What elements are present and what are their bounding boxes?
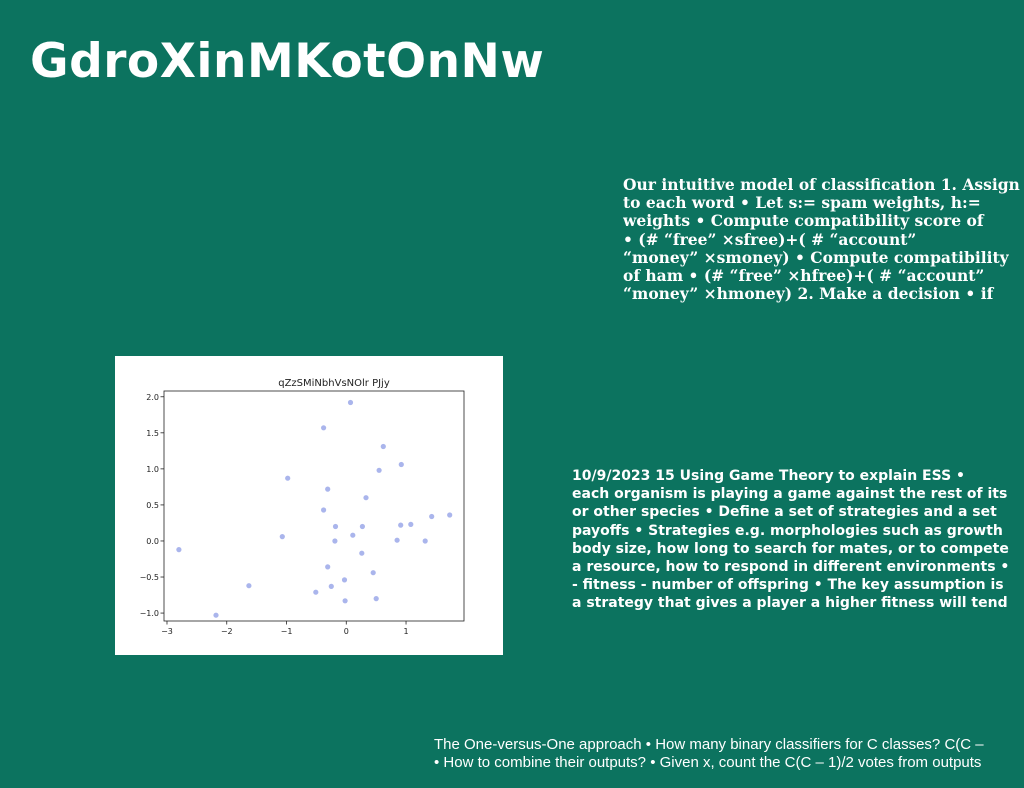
page-title: GdroXinMKotOnNw [30, 34, 545, 89]
text-line: or other species • Define a set of strat… [572, 504, 997, 521]
scatter-point [394, 537, 400, 543]
scatter-chart: qZzSMiNbhVsNOlr PJjy −3 −2 −1 0 1 −1.0 −0.5 0.… [115, 356, 503, 655]
scatter-point [363, 495, 369, 501]
text-line: - fitness - number of offspring • The ke… [572, 577, 1004, 594]
scatter-point [370, 570, 376, 576]
scatter-point [332, 523, 339, 530]
y-tick-label: 2.0 [146, 393, 159, 402]
scatter-point [408, 521, 414, 527]
scatter-chart-svg: qZzSMiNbhVsNOlr PJjy −3 −2 −1 0 1 −1.0 −0.5 0.… [140, 378, 465, 636]
text-block-classification: Our intuitive model of classification 1.… [623, 176, 1024, 303]
scatter-point [321, 425, 327, 431]
scatter-point [279, 534, 285, 540]
text-line: “money” ×hmoney) 2. Make a decision • if [623, 284, 994, 304]
scatter-point [429, 513, 435, 520]
text-line: “money” ×smoney) • Compute compatibility [623, 247, 1009, 267]
scatter-point [332, 538, 338, 544]
scatter-point [325, 486, 331, 492]
text-block-one-vs-one: The One-versus-One approach • How many b… [434, 736, 1024, 772]
scatter-point [321, 507, 327, 513]
text-line: 10/9/2023 15 Using Game Theory to explai… [572, 468, 965, 484]
text-line: a strategy that gives a player a higher … [572, 595, 1008, 612]
x-tick-label: −2 [221, 627, 233, 636]
scatter-point [328, 583, 334, 589]
scatter-point [347, 399, 354, 406]
text-block-game-theory: 10/9/2023 15 Using Game Theory to explai… [572, 467, 1024, 613]
scatter-point [398, 522, 404, 528]
text-line: weights • Compute compatibility score of [623, 211, 984, 231]
x-tick-label: −3 [161, 627, 173, 636]
text-line: to each word • Let s:= spam weights, h:= [623, 193, 981, 213]
text-line: a resource, how to respond in different … [572, 559, 1010, 576]
scatter-point [447, 512, 453, 518]
scatter-point [325, 564, 331, 570]
scatter-point [422, 538, 428, 544]
x-tick-label: −1 [281, 627, 293, 636]
text-line: • (# “free” ×sfree)+( # “account” [623, 229, 917, 249]
scatter-point [176, 547, 182, 553]
scatter-point [350, 532, 356, 538]
scatter-point [285, 475, 291, 481]
text-line: payoffs • Strategies e.g. morphologies s… [572, 522, 1003, 539]
scatter-point [313, 589, 319, 595]
chart-title: qZzSMiNbhVsNOlr PJjy [278, 378, 390, 389]
y-tick-label: 1.0 [146, 465, 159, 474]
x-axis-ticks: −3 −2 −1 0 1 [161, 621, 409, 636]
y-tick-label: 0.5 [146, 501, 159, 510]
text-line: each organism is playing a game against … [572, 486, 1008, 503]
scatter-point [246, 583, 252, 589]
text-line: Our intuitive model of classification 1.… [623, 176, 1020, 194]
y-tick-label: −0.5 [140, 573, 159, 582]
scatter-point [341, 577, 348, 583]
data-points [176, 399, 453, 618]
text-line: body size, how long to search for mates,… [572, 540, 1009, 557]
scatter-point [373, 596, 379, 602]
y-tick-label: 0.0 [146, 537, 159, 546]
scatter-point [213, 612, 219, 618]
scatter-point [398, 461, 404, 468]
scatter-point [376, 467, 382, 473]
scatter-point [380, 443, 386, 450]
plot-area-frame [163, 390, 465, 622]
y-tick-label: −1.0 [140, 609, 159, 618]
x-tick-label: 0 [344, 627, 349, 636]
scatter-point [359, 523, 365, 530]
y-tick-label: 1.5 [146, 429, 159, 438]
text-line: The One-versus-One approach • How many b… [434, 736, 984, 753]
text-line: of ham • (# “free” ×hfree)+( # “account” [623, 266, 985, 286]
scatter-point [342, 598, 348, 604]
scatter-point [359, 550, 365, 556]
y-axis-ticks: −1.0 −0.5 0.0 0.5 1.0 1.5 2.0 [140, 393, 164, 618]
x-tick-label: 1 [403, 627, 408, 636]
text-line: • How to combine their outputs? • Given … [434, 754, 982, 771]
